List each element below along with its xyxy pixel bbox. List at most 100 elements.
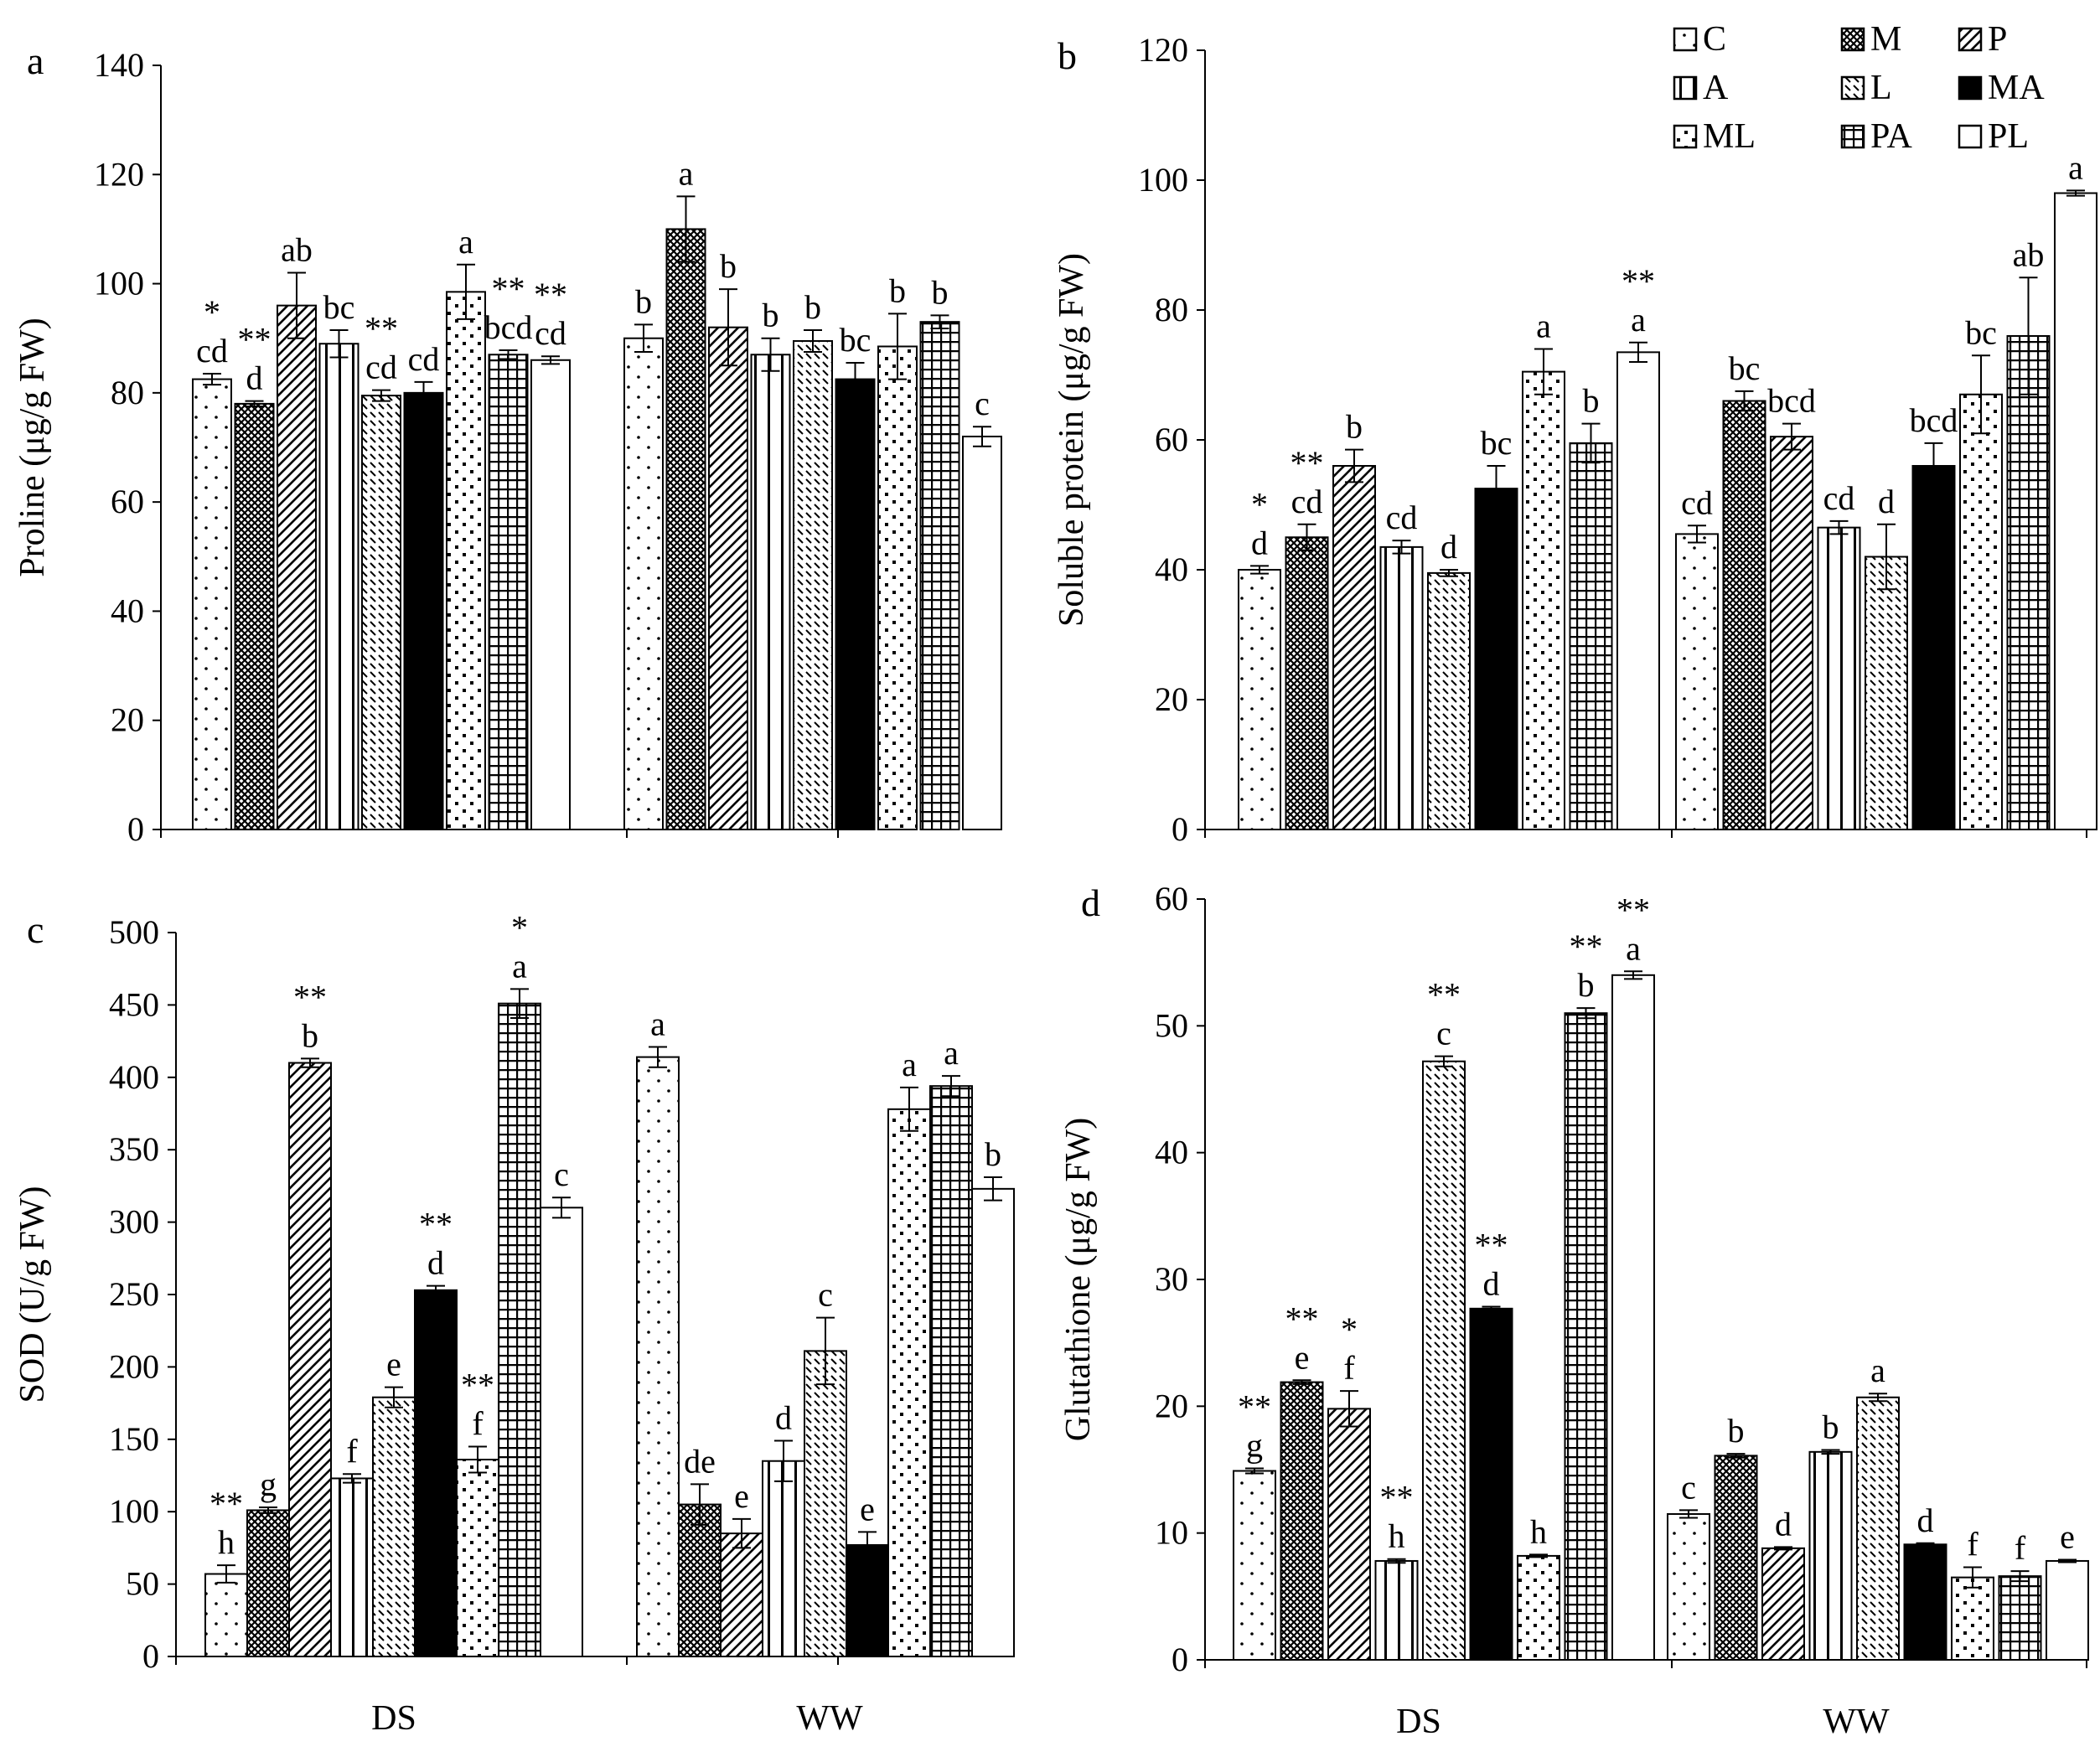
significance-letter: de: [684, 1442, 716, 1480]
y-tick-label: 20: [111, 701, 144, 739]
significance-letter: b: [889, 271, 906, 309]
y-tick-label: 140: [94, 46, 144, 84]
bar-PA-WW: [2006, 335, 2051, 830]
legend-swatch-C: [1673, 27, 1698, 52]
y-tick-label: 60: [1155, 421, 1188, 458]
bar-L-DS: [1427, 571, 1471, 830]
significance-letter: d: [246, 359, 263, 397]
significance-letter: h: [1389, 1517, 1405, 1555]
significance-stars: **: [1616, 891, 1650, 928]
y-tick-label: 100: [94, 265, 144, 302]
bar-MA-WW: [1911, 465, 1956, 830]
bar-C-DS: [1238, 569, 1281, 830]
bar-PA-WW: [929, 1085, 973, 1657]
significance-letter: a: [650, 1005, 665, 1043]
significance-letter: b: [804, 288, 821, 326]
bar-PA-DS: [1564, 1012, 1608, 1661]
significance-letter: c: [1436, 1015, 1451, 1052]
significance-letter: b: [1578, 966, 1595, 1004]
y-tick-label: 300: [109, 1203, 159, 1241]
significance-letter: e: [734, 1477, 749, 1515]
significance-letter: cd: [408, 340, 440, 378]
significance-stars: **: [1570, 928, 1603, 965]
significance-letter: a: [1626, 929, 1641, 967]
bar-M-WW: [1722, 400, 1766, 830]
significance-letter: cd: [196, 332, 228, 370]
bar-A-WW: [1808, 1450, 1853, 1662]
y-tick-label: 40: [111, 592, 144, 629]
y-tick-label: 80: [111, 374, 144, 411]
significance-letter: cd: [1386, 499, 1418, 536]
bar-P-DS: [1332, 465, 1376, 830]
bar-A-DS: [318, 343, 359, 830]
significance-letter: bc: [1481, 424, 1513, 462]
panel-letter: c: [27, 908, 44, 951]
bar-PL-WW: [962, 435, 1002, 830]
bar-M-WW: [665, 228, 706, 830]
bar-A-WW: [762, 1460, 805, 1657]
bar-P-DS: [277, 304, 317, 830]
y-tick-label: 0: [1172, 1641, 1188, 1678]
significance-stars: **: [492, 270, 525, 308]
y-tick-label: 450: [109, 985, 159, 1023]
bar-PL-DS: [540, 1207, 583, 1657]
bar-PA-DS: [498, 1002, 541, 1657]
bar-MA-DS: [414, 1289, 458, 1658]
bar-P-WW: [720, 1532, 763, 1657]
y-tick-label: 250: [109, 1275, 159, 1313]
significance-letter: bc: [1729, 349, 1761, 387]
bar-L-DS: [372, 1396, 416, 1657]
significance-letter: b: [635, 282, 652, 320]
bar-L-DS: [361, 395, 401, 831]
significance-letter: cd: [1823, 479, 1855, 517]
significance-stars: **: [1380, 1479, 1414, 1517]
significance-letter: d: [775, 1399, 792, 1437]
legend-label-MA: MA: [1988, 69, 2045, 107]
significance-stars: *: [511, 908, 528, 946]
bar-ML-DS: [1517, 1554, 1560, 1661]
significance-letter: a: [458, 223, 473, 261]
legend-swatch-A: [1673, 75, 1698, 101]
significance-letter: e: [2060, 1517, 2075, 1555]
y-tick-label: 120: [1138, 31, 1188, 69]
panel-letter: a: [27, 39, 44, 82]
significance-letter: f: [472, 1404, 484, 1442]
bar-C-DS: [192, 378, 232, 831]
bar-P-DS: [1327, 1408, 1371, 1661]
group-label-ww: WW: [1823, 1703, 1890, 1741]
significance-letter: b: [763, 297, 779, 334]
significance-letter: cd: [365, 349, 397, 386]
legend-swatch-ML: [1673, 124, 1698, 149]
significance-letter: a: [1870, 1351, 1885, 1389]
bar-P-WW: [708, 326, 748, 830]
significance-stars: **: [1427, 976, 1461, 1014]
significance-letter: ab: [2013, 235, 2045, 273]
significance-letter: b: [1728, 1412, 1745, 1450]
y-axis-label: Soluble protein (μg/g FW): [1053, 253, 1091, 627]
significance-letter: e: [860, 1490, 875, 1527]
significance-stars: **: [461, 1366, 494, 1403]
bar-PA-WW: [1998, 1575, 2042, 1661]
legend-label-L: L: [1870, 69, 1892, 107]
y-tick-label: 150: [109, 1420, 159, 1458]
bar-A-WW: [1817, 526, 1861, 830]
significance-letter: f: [2015, 1529, 2026, 1567]
y-tick-label: 120: [94, 155, 144, 193]
significance-letter: b: [302, 1016, 318, 1054]
bar-MA-DS: [1474, 488, 1518, 830]
significance-letter: cd: [1291, 483, 1323, 520]
significance-letter: g: [1246, 1426, 1263, 1464]
significance-letter: bc: [1965, 313, 1997, 351]
y-tick-label: 50: [1155, 1006, 1188, 1044]
legend-swatch-PA: [1840, 124, 1865, 149]
bar-C-WW: [623, 337, 664, 830]
y-tick-label: 10: [1155, 1514, 1188, 1552]
significance-stars: **: [534, 276, 567, 313]
significance-stars: **: [1285, 1300, 1319, 1337]
bar-A-DS: [330, 1477, 374, 1658]
y-tick-label: 40: [1155, 1134, 1188, 1171]
bar-C-WW: [1667, 1512, 1710, 1662]
significance-letter: c: [554, 1155, 569, 1193]
significance-letter: d: [1441, 528, 1457, 566]
